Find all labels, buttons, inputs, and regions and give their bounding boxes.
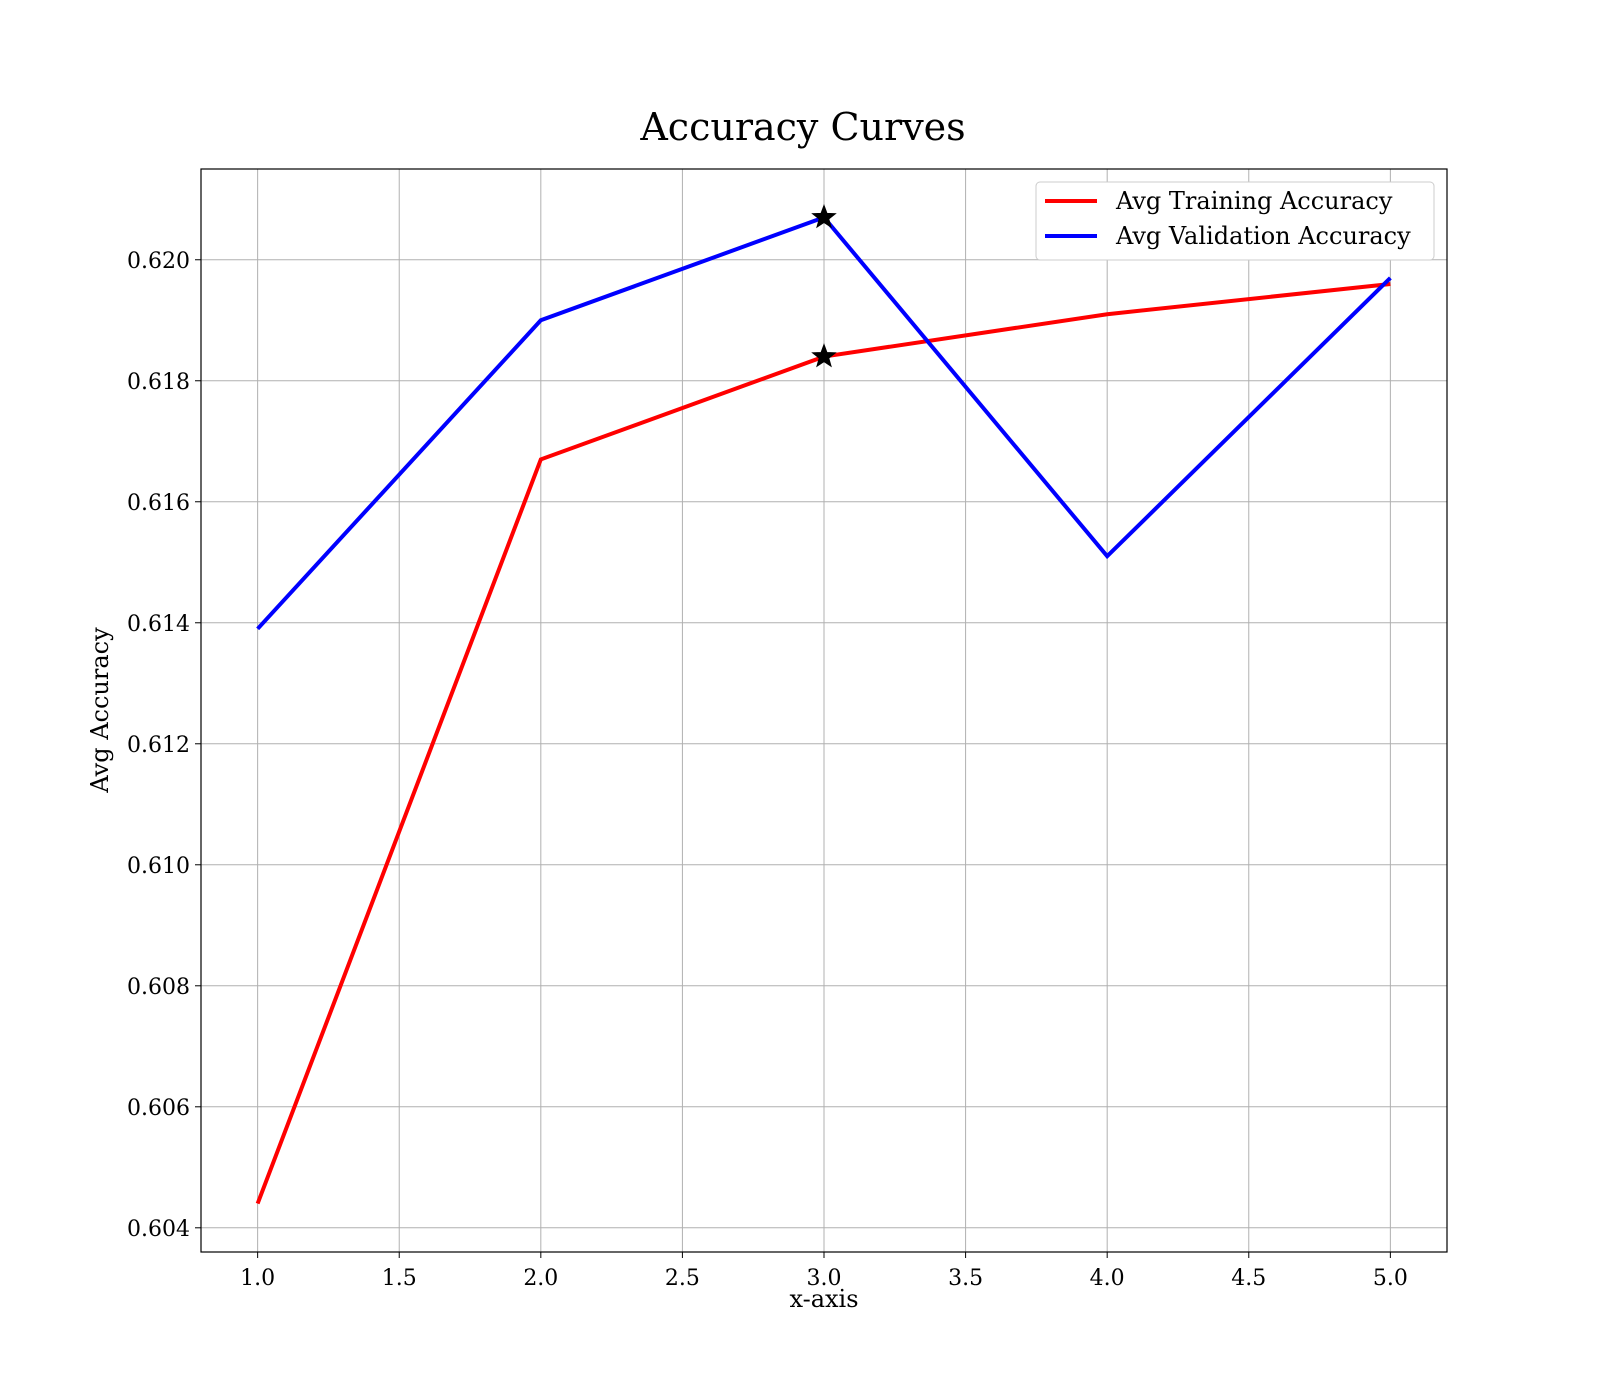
best-validation-star-marker [811, 203, 837, 229]
x-tick-label: 4.0 [1090, 1266, 1125, 1291]
y-tick-label: 0.604 [127, 1217, 190, 1242]
x-tick-label: 4.5 [1231, 1266, 1266, 1291]
x-tick-label: 3.0 [807, 1266, 842, 1291]
x-tick-label: 1.5 [382, 1266, 417, 1291]
x-tick-label: 1.0 [240, 1266, 275, 1291]
x-tick-label: 2.0 [523, 1266, 558, 1291]
y-axis-label: Avg Accuracy [86, 627, 114, 794]
tick-layer: 1.0 1.5 2.0 2.5 3.0 3.5 4.0 4.5 5.0 0.604 0.606 0.6… [127, 249, 1408, 1291]
y-tick-label: 0.614 [127, 612, 190, 637]
series-layer [255, 203, 1392, 1205]
x-tick-label: 3.5 [948, 1266, 983, 1291]
x-axis-label: x-axis [789, 1285, 858, 1313]
y-tick-label: 0.610 [127, 854, 190, 879]
x-tick-label: 5.0 [1373, 1266, 1408, 1291]
best-training-star-marker [811, 343, 837, 368]
y-tick-label: 0.608 [127, 975, 190, 1000]
y-tick-label: 0.616 [127, 491, 190, 516]
grid-layer [201, 169, 1447, 1252]
chart-title: Accuracy Curves [639, 105, 965, 149]
legend-label-training: Avg Training Accuracy [1115, 187, 1393, 215]
legend-label-validation: Avg Validation Accuracy [1115, 222, 1411, 250]
y-tick-label: 0.618 [127, 370, 190, 395]
legend: Avg Training Accuracy Avg Validation Acc… [1035, 181, 1435, 261]
y-tick-label: 0.620 [127, 249, 190, 274]
y-tick-label: 0.612 [127, 733, 190, 758]
y-tick-label: 0.606 [127, 1096, 190, 1121]
x-tick-label: 2.5 [665, 1266, 700, 1291]
legend-box [1035, 181, 1435, 261]
